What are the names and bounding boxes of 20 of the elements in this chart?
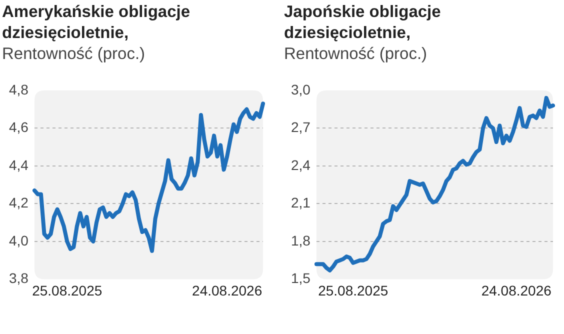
y-tick-label: 4,2 — [8, 194, 29, 211]
y-tick-label: 1,8 — [290, 232, 311, 248]
chart-title: Japońskie obligacje dziesięcioletnie, — [284, 2, 442, 44]
chart-subtitle: Rentowność (proc.) — [284, 44, 428, 65]
chart-subtitle: Rentowność (proc.) — [2, 44, 146, 65]
y-tick-label: 2,4 — [290, 156, 311, 173]
x-tick-label: 25.08.2025 — [318, 282, 388, 298]
y-tick-label: 4,6 — [8, 119, 29, 136]
y-tick-label: 4,8 — [8, 81, 29, 98]
y-tick-label: 2,1 — [290, 194, 311, 211]
y-tick-label: 2,7 — [290, 119, 311, 136]
y-tick-label: 1,5 — [290, 270, 311, 286]
chart-title: Amerykańskie obligacje dziesięcioletnie, — [2, 2, 192, 44]
y-tick-label: 4,0 — [8, 232, 29, 248]
y-tick-label: 3,8 — [8, 270, 29, 286]
y-tick-label: 3,0 — [290, 81, 311, 98]
x-tick-label: 25.08.2025 — [32, 282, 102, 298]
y-tick-label: 4,4 — [8, 156, 29, 173]
x-tick-label: 24.08.2026 — [192, 282, 262, 298]
x-tick-label: 24.08.2026 — [481, 282, 552, 298]
